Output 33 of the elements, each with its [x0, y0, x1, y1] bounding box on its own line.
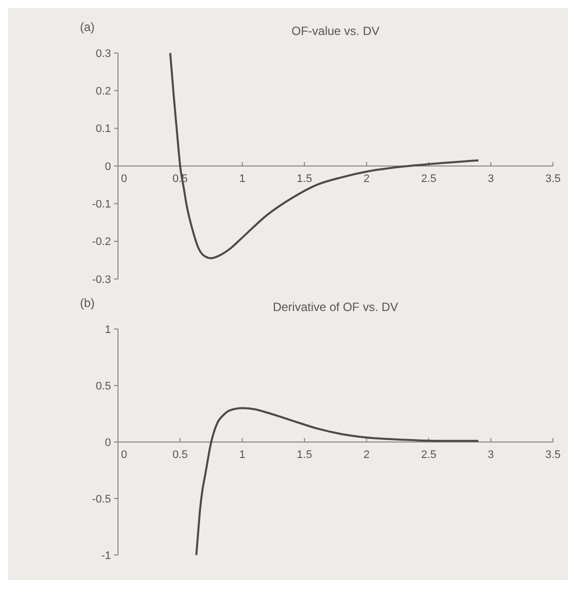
x-tick-label: 3.5 [545, 449, 561, 461]
chart-title: Derivative of OF vs. DV [272, 300, 398, 314]
x-tick-label: 1.5 [296, 449, 312, 461]
x-tick-label: 3.5 [545, 173, 561, 185]
y-tick-label: -0.1 [92, 198, 111, 211]
x-tick-label: 2 [364, 449, 370, 461]
x-tick-label: 0 [120, 449, 128, 461]
x-tick-label: 1 [239, 173, 246, 185]
x-tick-label: 2.5 [421, 173, 436, 185]
x-tick-label: 2 [364, 173, 370, 185]
y-tick-label: 1 [104, 324, 111, 336]
chart-title: OF-value vs. DV [291, 24, 380, 38]
line-series [169, 52, 480, 260]
x-tick-label: 3 [488, 173, 494, 185]
y-tick-label: 0.3 [96, 48, 111, 60]
line-series [195, 407, 480, 556]
x-tick-label: 3 [488, 449, 494, 461]
x-tick-label: 0 [120, 173, 128, 185]
y-tick-label: -0.5 [92, 493, 111, 506]
y-tick-label: 0.5 [96, 380, 111, 392]
y-tick-label: 0.1 [96, 123, 111, 136]
x-tick-label: 1.5 [296, 173, 312, 185]
x-tick-label: 2.5 [421, 449, 436, 461]
x-tick-label: 0.5 [172, 449, 188, 461]
y-tick-label: -0.3 [92, 274, 111, 286]
y-tick-label: 0 [104, 160, 111, 173]
y-tick-label: 0 [104, 436, 111, 449]
text: (b) [80, 296, 95, 310]
x-tick-label: 1 [239, 449, 246, 461]
y-tick-label: -0.2 [92, 236, 111, 248]
y-tick-label: 0.2 [96, 86, 111, 98]
text: (a) [80, 20, 95, 34]
y-tick-label: -1 [101, 550, 111, 562]
